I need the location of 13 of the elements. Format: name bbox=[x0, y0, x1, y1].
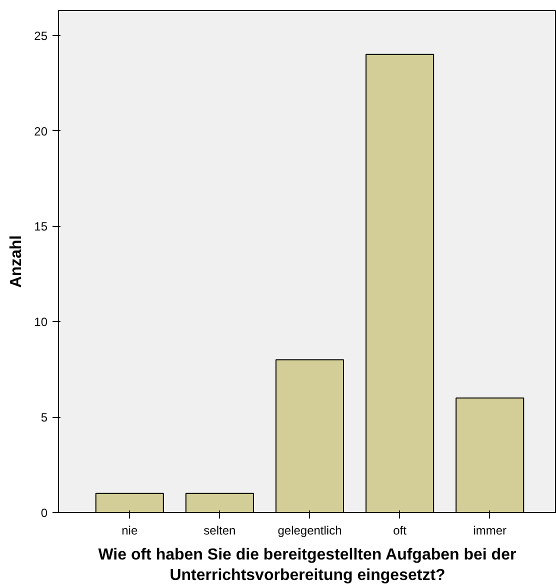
y-tick-label: 0 bbox=[40, 506, 48, 520]
x-axis-title: Wie oft haben Sie die bereitgestellten Aufgaben bei der Unterrichtsvorbereitung eingesetzt? bbox=[98, 546, 516, 584]
x-tick-label: oft bbox=[393, 524, 408, 538]
y-axis-title: Anzahl bbox=[8, 235, 26, 288]
y-tick-label: 20 bbox=[34, 124, 48, 138]
y-tick-label: 15 bbox=[34, 220, 48, 234]
y-tick-label: 10 bbox=[34, 315, 48, 330]
x-tick-label: immer bbox=[473, 524, 507, 538]
x-tick-label: gelegentlich bbox=[278, 524, 342, 538]
y-tick-label: 5 bbox=[40, 410, 48, 425]
x-tick-label: selten bbox=[204, 524, 236, 538]
y-tick-label: 25 bbox=[34, 28, 48, 43]
x-tick-label: nie bbox=[122, 524, 138, 538]
